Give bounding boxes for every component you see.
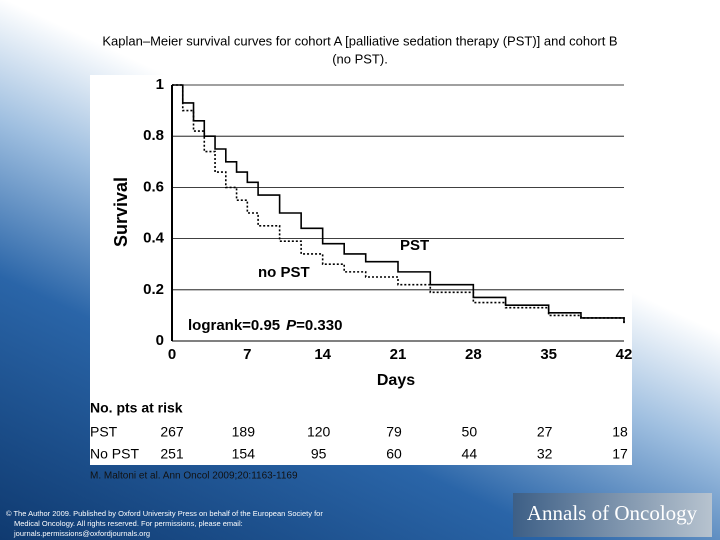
- risk-count: 50: [462, 424, 478, 440]
- y-tick-label: 0.2: [143, 281, 164, 298]
- risk-count: 27: [537, 424, 553, 440]
- risk-count: 120: [307, 424, 331, 440]
- x-tick-label: 35: [540, 346, 557, 363]
- x-tick-label: 28: [465, 346, 482, 363]
- copyright: © The Author 2009. Published by Oxford U…: [6, 509, 323, 518]
- x-tick-label: 7: [243, 346, 251, 363]
- x-axis-label: Days: [377, 372, 415, 389]
- copyright: journals.permissions@oxfordjournals.org: [13, 529, 150, 538]
- logo: Annals of Oncology: [527, 501, 698, 525]
- risk-count: 17: [612, 446, 628, 462]
- survival-curve: [172, 84, 625, 324]
- risk-count: 267: [160, 424, 184, 440]
- copyright: Medical Oncology. All rights reserved. F…: [14, 519, 243, 528]
- risk-count: 154: [232, 446, 256, 462]
- survival-curve: [172, 84, 625, 324]
- y-axis-label: Survival: [111, 177, 131, 247]
- y-tick-label: 0.4: [143, 230, 165, 247]
- series-label: no PST: [258, 264, 310, 281]
- risk-row-label: PST: [90, 424, 118, 440]
- risk-count: 79: [386, 424, 402, 440]
- y-tick-label: 1: [156, 76, 164, 93]
- series-label: PST: [400, 237, 429, 254]
- y-tick-label: 0: [156, 332, 164, 349]
- risk-count: 189: [232, 424, 256, 440]
- annotation: logrank=0.95 P=0.330: [188, 317, 342, 334]
- y-tick-label: 0.8: [143, 127, 164, 144]
- x-tick-label: 14: [314, 346, 331, 363]
- risk-table-title: No. pts at risk: [90, 400, 183, 416]
- x-tick-label: 21: [390, 346, 407, 363]
- risk-count: 18: [612, 424, 628, 440]
- risk-row-label: No PST: [90, 446, 139, 462]
- risk-count: 44: [462, 446, 478, 462]
- chart-panel: [90, 75, 632, 465]
- risk-count: 60: [386, 446, 402, 462]
- x-tick-label: 42: [616, 346, 633, 363]
- y-tick-label: 0.6: [143, 178, 164, 195]
- risk-count: 95: [311, 446, 327, 462]
- title: (no PST).: [332, 51, 388, 66]
- logo-box: [513, 493, 712, 537]
- title: Kaplan–Meier survival curves for cohort …: [102, 33, 617, 48]
- citation: M. Maltoni et al. Ann Oncol 2009;20:1163…: [90, 471, 298, 482]
- x-tick-label: 0: [168, 346, 176, 363]
- risk-count: 251: [160, 446, 184, 462]
- risk-count: 32: [537, 446, 553, 462]
